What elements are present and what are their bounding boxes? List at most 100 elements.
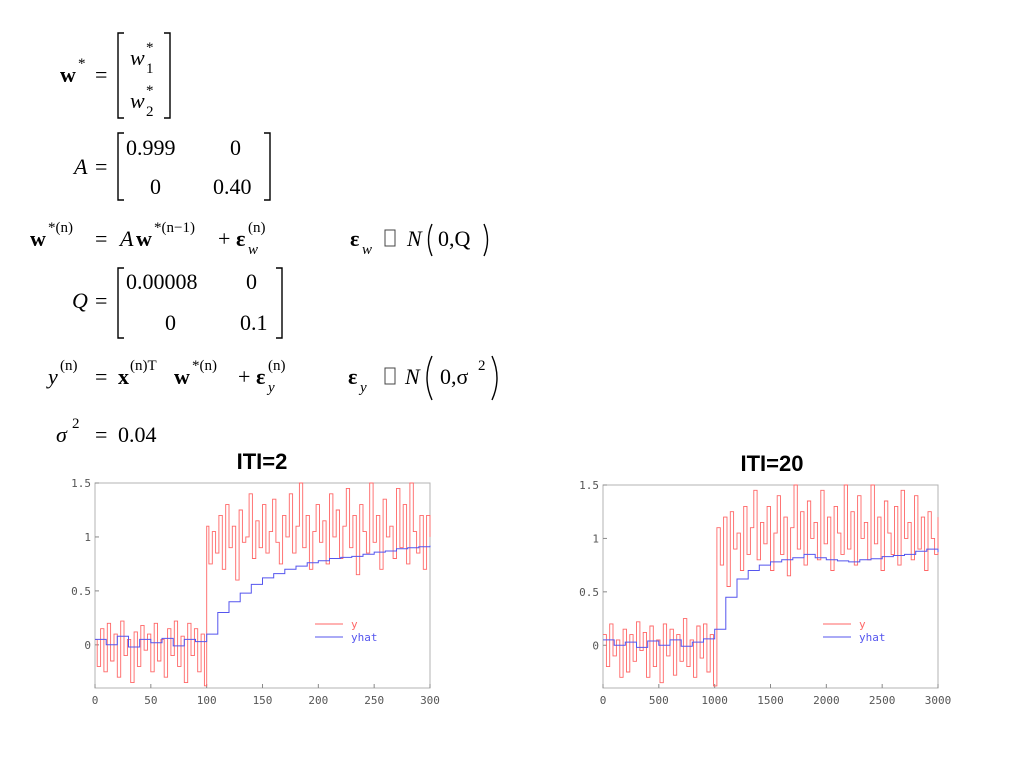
wd-eps-sub: w xyxy=(248,242,258,258)
y-tick-label: 1 xyxy=(84,531,91,544)
y-tick-label: 0.5 xyxy=(71,585,91,598)
equations-panel: w * = w 1 * w 2 * A = 0.999 0 0 0.40 w *… xyxy=(30,32,498,447)
wd-eq: = xyxy=(95,226,107,251)
wd-dist-args: 0,Q xyxy=(438,226,471,251)
yo-dist-args-sup: 2 xyxy=(478,358,486,374)
yo-lhs-sup: (n) xyxy=(60,358,78,374)
w-star-lhs: w xyxy=(60,62,76,87)
A-a12: 0 xyxy=(230,135,241,160)
w-dynamics-equation: w *(n) = A w *(n−1) + ε w (n) ε w N 0,Q xyxy=(30,220,489,258)
y-tick-label: 1.5 xyxy=(71,477,91,490)
A-eq: = xyxy=(95,154,107,179)
sigma-equation: σ 2 = 0.04 xyxy=(56,416,157,447)
yo-dist-eps: ε xyxy=(348,364,357,389)
wd-eps-sup: (n) xyxy=(248,220,266,236)
w1-base: w xyxy=(130,45,145,70)
chart-2-title: ITI=20 xyxy=(740,451,804,476)
A-right-bracket xyxy=(264,132,271,201)
yo-eps: ε xyxy=(256,364,265,389)
Q-q21: 0 xyxy=(165,310,176,335)
legend-y-label: y xyxy=(351,618,358,631)
y-tick-label: 0 xyxy=(84,639,91,652)
x-tick-label: 3000 xyxy=(925,694,952,707)
wd-lhs-w: w xyxy=(30,226,46,251)
w1-sub: 1 xyxy=(146,61,154,77)
w-star-eq: = xyxy=(95,62,107,87)
y-tick-label: 0.5 xyxy=(579,586,599,599)
x-tick-label: 200 xyxy=(308,694,328,707)
series-y-line xyxy=(603,484,939,687)
distributed-as-icon xyxy=(384,367,396,385)
Q-right-bracket xyxy=(276,267,283,339)
legend-y-label: y xyxy=(859,618,866,631)
A-a21: 0 xyxy=(150,174,161,199)
y-tick-label: 0 xyxy=(592,639,599,652)
yo-eps-sup: (n) xyxy=(268,358,286,374)
wd-eps: ε xyxy=(236,226,245,251)
y-tick-label: 1.5 xyxy=(579,479,599,492)
Q-left-bracket xyxy=(117,267,124,339)
w2-sub: 2 xyxy=(146,104,154,120)
series-yhat-line xyxy=(95,545,431,648)
x-tick-label: 2000 xyxy=(813,694,840,707)
A-a22: 0.40 xyxy=(213,174,252,199)
wd-left-paren xyxy=(427,223,433,257)
yo-left-paren xyxy=(426,355,433,401)
yo-eq: = xyxy=(95,364,107,389)
Q-q11: 0.00008 xyxy=(126,269,198,294)
wd-right-paren xyxy=(483,223,489,257)
distributed-as-icon xyxy=(384,229,396,247)
sigma-sup: 2 xyxy=(72,416,80,432)
x-tick-label: 150 xyxy=(253,694,273,707)
x-tick-label: 0 xyxy=(600,694,607,707)
w1-sup: * xyxy=(146,40,154,56)
x-tick-label: 300 xyxy=(420,694,440,707)
sigma-eq: = xyxy=(95,422,107,447)
x-tick-label: 50 xyxy=(144,694,157,707)
x-tick-label: 2500 xyxy=(869,694,896,707)
A-left-bracket xyxy=(117,132,124,201)
wd-A: A xyxy=(118,226,134,251)
wd-rhs-w: w xyxy=(136,226,152,251)
x-tick-label: 250 xyxy=(364,694,384,707)
Q-q12: 0 xyxy=(246,269,257,294)
w-star-equation: w * = w 1 * w 2 * xyxy=(60,32,171,120)
x-tick-label: 0 xyxy=(92,694,99,707)
yo-right-paren xyxy=(491,355,498,401)
x-tick-label: 500 xyxy=(649,694,669,707)
yo-x-sup: (n)T xyxy=(130,358,157,374)
yo-plus: + xyxy=(238,364,250,389)
A-a11: 0.999 xyxy=(126,135,176,160)
wd-dist-eps: ε xyxy=(350,226,359,251)
wd-rhs-sup: *(n−1) xyxy=(154,220,195,236)
yo-lhs: y xyxy=(46,364,58,389)
y-observation-equation: y (n) = x (n)T w *(n) + ε y (n) ε y N 0,… xyxy=(46,355,498,401)
Q-matrix-equation: Q = 0.00008 0 0 0.1 xyxy=(72,267,283,339)
w-star-lhs-sup: * xyxy=(78,56,86,72)
sigma-lhs: σ xyxy=(56,422,68,447)
x-tick-label: 100 xyxy=(197,694,217,707)
legend-yhat-label: yhat xyxy=(859,631,886,644)
w2-sup: * xyxy=(146,83,154,99)
yo-dist-args: 0,σ xyxy=(440,364,469,389)
wd-dist-eps-sub: w xyxy=(362,242,372,258)
x-tick-label: 1000 xyxy=(701,694,728,707)
yo-w: w xyxy=(174,364,190,389)
A-lhs: A xyxy=(72,154,88,179)
Q-q22: 0.1 xyxy=(240,310,268,335)
series-yhat-line xyxy=(603,548,939,648)
wd-plus: + xyxy=(218,226,230,251)
wd-N: N xyxy=(406,226,423,251)
w2-base: w xyxy=(130,88,145,113)
w-star-left-bracket xyxy=(117,32,124,119)
yo-dist-eps-sub: y xyxy=(358,380,367,396)
wd-lhs-sup: *(n) xyxy=(48,220,73,236)
y-tick-label: 1 xyxy=(592,532,599,545)
yo-eps-sub: y xyxy=(266,380,275,396)
sigma-value: 0.04 xyxy=(118,422,157,447)
yo-N: N xyxy=(404,364,421,389)
legend-yhat-label: yhat xyxy=(351,631,378,644)
Q-eq: = xyxy=(95,288,107,313)
